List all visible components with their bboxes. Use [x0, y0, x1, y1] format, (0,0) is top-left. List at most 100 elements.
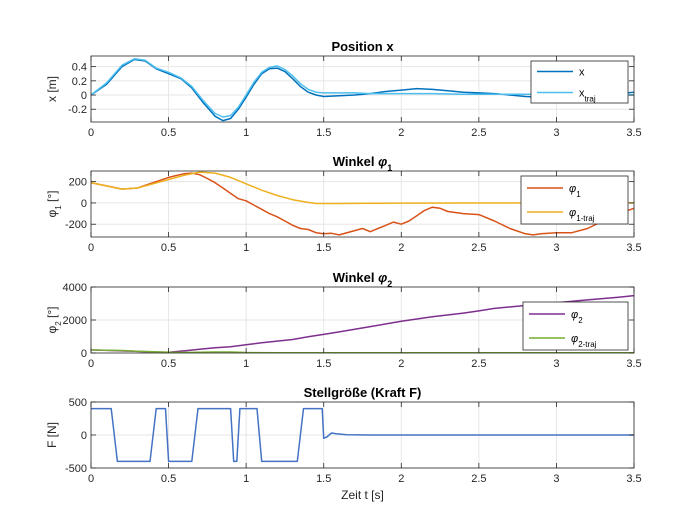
chart-title-text: Winkel [333, 270, 378, 285]
y-axis-label: φ1 [°] [45, 190, 63, 217]
chart-title-text: Winkel [333, 154, 378, 169]
x-tick-label: 3 [553, 358, 559, 370]
legend-label-main: φ [571, 333, 578, 345]
y-axis-label-symbol: φ [45, 210, 59, 218]
legend-box [530, 60, 629, 104]
chart-title: Winkel φ2 [333, 270, 393, 289]
x-tick-label: 1 [243, 473, 249, 485]
x-tick-label: 3.5 [626, 473, 641, 485]
y-axis-label-symbol: φ [45, 326, 59, 334]
y-axis-label-sub: 1 [54, 205, 63, 210]
legend-label-main: φ [571, 309, 578, 321]
legend-label-1: φ1 [569, 183, 581, 199]
x-tick-label: 3.5 [626, 358, 641, 370]
y-axis-label-sub: 2 [54, 321, 63, 326]
y-tick-label: 0.2 [72, 76, 87, 88]
chart-title: Stellgröße (Kraft F) [304, 385, 422, 400]
x-tick-label: 0 [88, 473, 94, 485]
y-tick-label: 0.4 [72, 62, 87, 74]
legend-label-2: xtraj [579, 88, 596, 104]
series-line-2 [91, 171, 634, 205]
legend-label-main: x [579, 67, 585, 79]
legend-label-main: φ [569, 183, 576, 195]
y-tick-label: 2000 [63, 315, 87, 327]
legend: φ1 φ1-traj [520, 175, 629, 225]
y-tick-label: 0 [81, 430, 87, 442]
y-tick-label: 200 [69, 177, 87, 189]
axes-box [90, 170, 635, 238]
x-tick-label: 0.5 [161, 127, 176, 139]
x-tick-label: 2.5 [471, 242, 486, 254]
chart-title: Winkel φ1 [333, 154, 393, 173]
x-tick-label: 0 [88, 358, 94, 370]
legend-label-sub: traj [585, 94, 596, 103]
x-tick-label: 2 [398, 473, 404, 485]
chart-title-sub: 2 [387, 279, 392, 289]
chart-title-symbol: φ [378, 154, 387, 169]
legend-label-2: φ2-traj [571, 333, 597, 349]
x-axis-label: Zeit t [s] [341, 488, 384, 502]
legend-label-2: φ1-traj [569, 207, 595, 223]
y-axis-label: x [m] [45, 76, 59, 102]
y-axis-label-unit: [°] [45, 190, 59, 205]
x-tick-label: 2 [398, 242, 404, 254]
y-tick-label: 0 [81, 348, 87, 360]
legend-label-main: φ [569, 207, 576, 219]
x-tick-label: 1.5 [316, 473, 331, 485]
axes-box [90, 55, 635, 123]
x-tick-label: 3.5 [626, 242, 641, 254]
chart-title: Position x [331, 39, 394, 54]
x-tick-label: 3 [553, 473, 559, 485]
y-tick-label: 0 [81, 198, 87, 210]
legend-box [522, 301, 629, 351]
x-tick-label: 0.5 [161, 242, 176, 254]
legend-label-sub: 2-traj [578, 340, 596, 349]
x-tick-label: 0 [88, 127, 94, 139]
legend-label-main: x [579, 88, 585, 100]
x-tick-label: 0.5 [161, 358, 176, 370]
x-tick-label: 2 [398, 358, 404, 370]
x-tick-label: 0.5 [161, 473, 176, 485]
x-tick-label: 3.5 [626, 127, 641, 139]
legend-label-sub: 1 [576, 190, 581, 199]
y-tick-label: 4000 [63, 282, 87, 294]
y-tick-label: -0.2 [68, 104, 87, 116]
x-tick-label: 1.5 [316, 358, 331, 370]
series-line-1 [91, 407, 634, 463]
x-tick-label: 1.5 [316, 127, 331, 139]
y-axis-label: φ2 [°] [45, 306, 63, 333]
series-line-2 [91, 58, 634, 118]
y-axis-label-unit: [°] [45, 306, 59, 321]
y-axis-label: F [N] [45, 422, 59, 448]
y-tick-label: 0 [81, 90, 87, 102]
x-tick-label: 2.5 [471, 473, 486, 485]
chart-title-sub: 1 [387, 163, 392, 173]
x-tick-label: 2.5 [471, 358, 486, 370]
x-tick-label: 2 [398, 127, 404, 139]
x-tick-label: 1 [243, 127, 249, 139]
x-tick-label: 1 [243, 358, 249, 370]
chart-title-symbol: φ [378, 270, 387, 285]
y-tick-label: -500 [65, 463, 87, 475]
x-tick-label: 1.5 [316, 242, 331, 254]
legend-label-1: φ2 [571, 309, 583, 325]
series-line-1 [91, 172, 634, 236]
x-tick-label: 2.5 [471, 127, 486, 139]
y-tick-label: 500 [69, 397, 87, 409]
legend-label-sub: 2 [578, 316, 583, 325]
y-tick-label: -200 [65, 219, 87, 231]
legend-label-1: x [579, 67, 585, 79]
x-tick-label: 3 [553, 242, 559, 254]
x-tick-label: 1 [243, 242, 249, 254]
x-tick-label: 3 [553, 127, 559, 139]
legend-box [520, 175, 629, 225]
x-tick-label: 0 [88, 242, 94, 254]
